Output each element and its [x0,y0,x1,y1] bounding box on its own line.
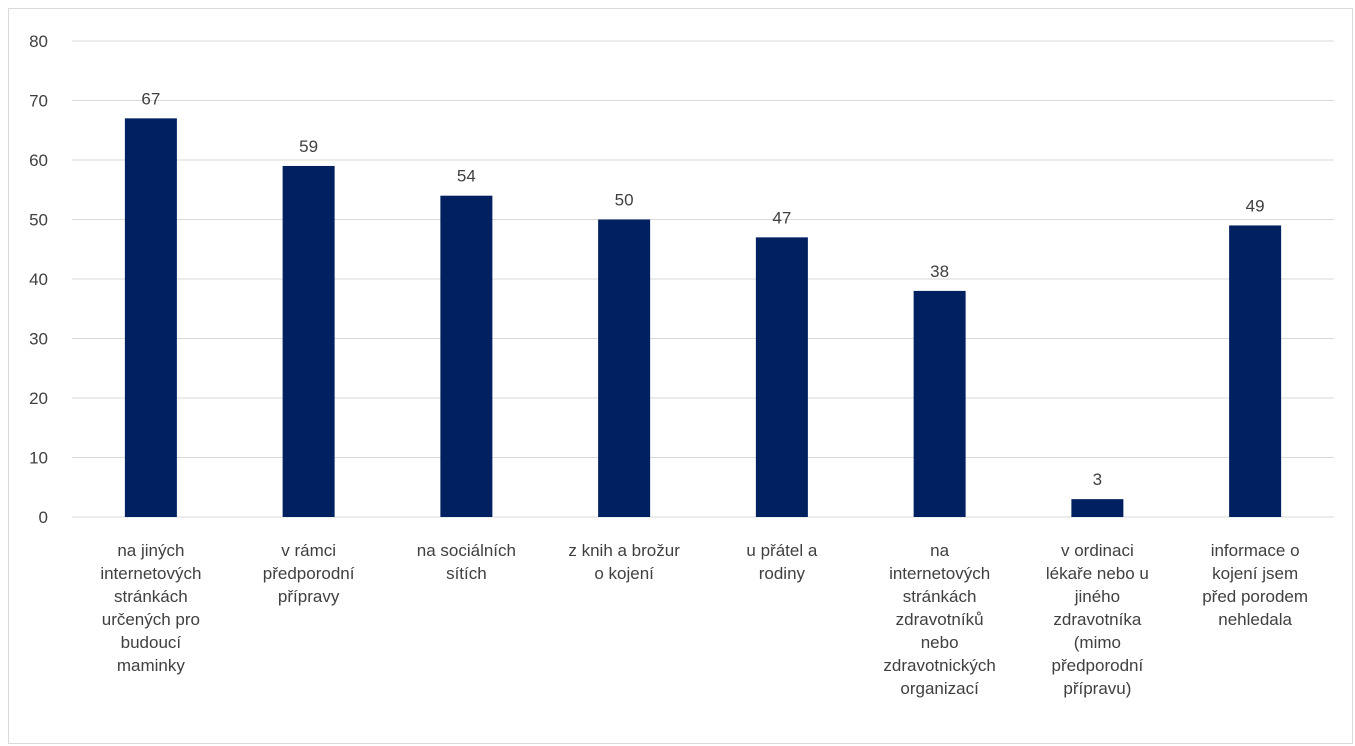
x-category-label-line: nebo [921,633,959,652]
y-axis-tick-labels: 0 10 20 30 40 50 60 70 80 [29,32,48,527]
x-category-label-line: internetových [889,564,990,583]
x-category-label-line: (mimo [1074,633,1121,652]
x-category-label-line: zdravotníků [896,610,984,629]
x-category-label-line: zdravotnických [883,656,995,675]
data-label: 54 [457,167,476,186]
x-category-label: informace o kojení jsem před porodem nehled… [1202,541,1308,629]
x-axis-category-labels: na jiných internetových stránkách určených … [100,541,1308,698]
bar [913,290,966,517]
x-category-label-line: informace o [1211,541,1300,560]
data-labels: 67 59 54 50 47 38 3 49 [141,89,1264,489]
data-label: 67 [141,89,160,108]
y-tick-label: 50 [29,211,48,230]
bar [1071,499,1124,517]
y-tick-label: 60 [29,151,48,170]
x-category-label-line: stránkách [903,587,977,606]
x-category-label-line: před porodem [1202,587,1308,606]
data-label: 59 [299,137,318,156]
x-category-label-line: předporodní [1052,656,1144,675]
x-category-label-line: lékaře nebo u [1046,564,1149,583]
data-label: 3 [1093,470,1102,489]
x-category-label: z knih a brožur o kojení [568,541,680,583]
bar [1229,225,1282,517]
x-category-label-line: o kojení [594,564,654,583]
x-category-label-line: nehledala [1218,610,1292,629]
x-category-label-line: z knih a brožur [568,541,680,560]
x-category-label-line: stránkách [114,587,188,606]
x-category-label-line: internetových [100,564,201,583]
x-category-label: u přátel a rodiny [746,541,817,583]
chart-frame [8,8,1353,744]
bar [755,237,808,517]
x-category-label: na jiných internetových stránkách určených … [100,541,201,675]
x-category-label: v rámci předporodní přípravy [263,541,355,606]
y-tick-label: 20 [29,389,48,408]
y-tick-label: 70 [29,92,48,111]
x-category-label: na sociálních sítích [417,541,516,583]
x-category-label-line: přípravu) [1063,679,1131,698]
data-label: 49 [1246,196,1265,215]
x-category-label-line: přípravy [278,587,340,606]
x-category-label-line: na [930,541,949,560]
bars [124,118,1282,517]
y-tick-label: 10 [29,449,48,468]
data-label: 38 [930,262,949,281]
x-category-label-line: určených pro [102,610,200,629]
data-label: 47 [772,208,791,227]
x-category-label-line: budoucí [121,633,182,652]
x-category-label-line: organizací [900,679,979,698]
x-category-label-line: na jiných [117,541,184,560]
y-tick-label: 40 [29,270,48,289]
x-category-label-line: maminky [117,656,186,675]
x-category-label-line: sítích [446,564,487,583]
x-category-label-line: na sociálních [417,541,516,560]
x-category-label-line: předporodní [263,564,355,583]
y-tick-label: 30 [29,330,48,349]
bar [598,219,651,517]
x-category-label-line: jiného [1074,587,1120,606]
y-tick-label: 0 [39,508,48,527]
x-category-label: v ordinaci lékaře nebo u jiného zdravotníka… [1046,541,1149,698]
x-category-label-line: zdravotníka [1053,610,1141,629]
x-category-label: na internetových stránkách zdravotníků nebo z… [883,541,995,698]
bar [440,195,493,517]
x-category-label-line: u přátel a [746,541,817,560]
x-category-label-line: v ordinaci [1061,541,1134,560]
x-category-label-line: kojení jsem [1212,564,1298,583]
x-category-label-line: rodiny [759,564,806,583]
gridlines [72,40,1334,518]
y-tick-label: 80 [29,32,48,51]
bar [282,165,335,517]
data-label: 50 [615,191,634,210]
bar [124,118,177,517]
x-category-label-line: v rámci [281,541,336,560]
